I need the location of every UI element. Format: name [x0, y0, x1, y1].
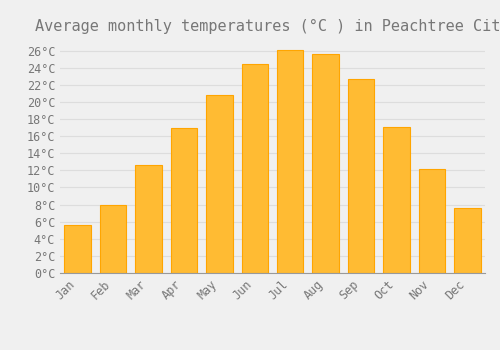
- Bar: [100, 205, 126, 273]
- Bar: [383, 127, 409, 273]
- Bar: [454, 208, 480, 273]
- Bar: [64, 225, 91, 273]
- Bar: [348, 79, 374, 273]
- Bar: [277, 50, 303, 273]
- Title: Average monthly temperatures (°C ) in Peachtree City: Average monthly temperatures (°C ) in Pe…: [35, 19, 500, 34]
- Bar: [242, 64, 268, 273]
- Bar: [136, 165, 162, 273]
- Bar: [312, 54, 339, 273]
- Bar: [206, 95, 233, 273]
- Bar: [170, 128, 197, 273]
- Bar: [418, 169, 445, 273]
